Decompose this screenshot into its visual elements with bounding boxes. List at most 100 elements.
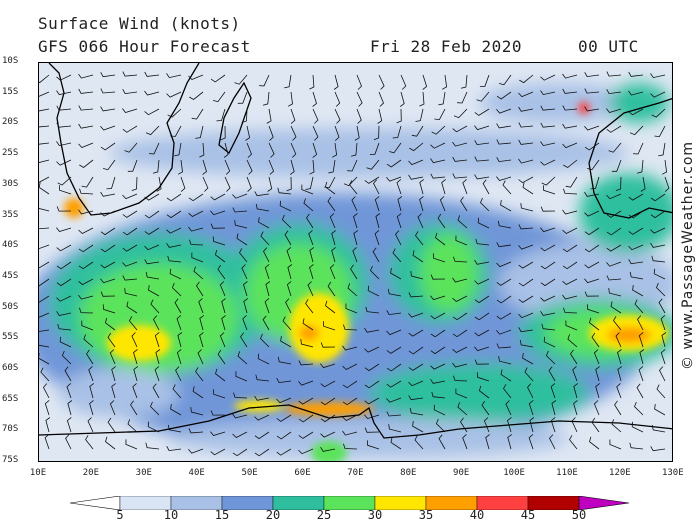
wind-barb — [122, 193, 138, 200]
wind-barb — [474, 125, 490, 131]
wind-barb — [474, 312, 490, 321]
wind-barb — [475, 238, 490, 246]
wind-barb — [131, 332, 138, 348]
wind-barb — [224, 176, 231, 192]
wind-barb — [392, 248, 402, 263]
wind-barb — [78, 278, 94, 286]
wind-barb — [548, 366, 556, 382]
wind-barb — [476, 91, 490, 102]
wind-barb — [144, 193, 160, 201]
latitude-label: 25S — [2, 148, 19, 159]
wind-barb — [518, 224, 534, 230]
wind-barb — [342, 345, 358, 351]
wind-barb — [496, 343, 512, 349]
wind-barb — [629, 271, 644, 280]
wind-barb — [87, 417, 94, 433]
wind-barb — [257, 353, 270, 365]
wind-barb — [170, 125, 182, 137]
wind-barb — [396, 179, 402, 195]
wind-barb — [79, 159, 94, 168]
wind-barb — [329, 264, 336, 280]
wind-barb — [485, 434, 490, 450]
wind-barb — [524, 367, 534, 382]
wind-barb — [122, 108, 138, 113]
wind-barb — [172, 384, 182, 399]
wind-barb — [166, 91, 182, 98]
wind-barb — [100, 125, 116, 131]
wind-barb — [653, 268, 666, 280]
wind-barb — [56, 74, 72, 81]
wind-barb — [570, 349, 578, 365]
legend-label: 25 — [316, 508, 332, 522]
wind-barb — [320, 446, 336, 452]
wind-barb — [438, 91, 446, 106]
wind-barb — [320, 414, 336, 423]
wind-barb — [462, 179, 468, 195]
wind-barb — [254, 395, 270, 401]
wind-barb — [127, 159, 138, 172]
wind-barb — [320, 380, 336, 388]
wind-barb — [320, 431, 336, 438]
wind-barb — [540, 141, 556, 147]
wind-barb — [584, 244, 600, 253]
wind-barb — [474, 329, 490, 337]
wind-barb — [628, 259, 644, 265]
wind-barb — [100, 291, 116, 297]
wind-barb — [144, 210, 160, 219]
wind-barb — [584, 125, 600, 131]
wind-barb — [305, 299, 314, 314]
wind-barb — [589, 436, 600, 450]
wind-barb — [584, 291, 600, 297]
wind-barb — [518, 106, 534, 112]
wind-barb — [474, 346, 490, 352]
wind-barb — [100, 88, 116, 94]
wind-barb — [396, 108, 402, 124]
wind-barb — [434, 108, 446, 121]
wind-barb — [217, 349, 226, 365]
wind-barb — [56, 311, 72, 316]
wind-barb — [190, 406, 204, 416]
wind-barb — [175, 366, 182, 382]
wind-barb — [356, 108, 362, 124]
wind-barb — [277, 356, 292, 365]
wind-barb — [417, 213, 424, 229]
wind-barb — [631, 421, 644, 433]
longitude-label: 100E — [503, 468, 525, 478]
wind-barb — [389, 142, 402, 154]
wind-barb — [452, 141, 468, 147]
wind-barb — [199, 142, 205, 158]
madagascar-coast — [218, 81, 252, 155]
wind-barb — [312, 91, 317, 107]
wind-barb — [328, 159, 336, 174]
wind-barb — [606, 193, 622, 200]
wind-barb — [518, 312, 534, 319]
longitude-label: 70E — [347, 468, 364, 478]
wind-barb — [217, 264, 226, 280]
wind-barb — [132, 383, 138, 399]
wind-barb — [435, 418, 446, 433]
longitude-label: 10E — [29, 468, 47, 478]
wind-barb — [367, 285, 380, 297]
wind-barb — [634, 401, 644, 416]
wind-barb — [242, 315, 248, 331]
wind-barb — [353, 213, 358, 229]
wind-barb — [221, 315, 226, 331]
wind-barb — [638, 332, 644, 348]
wind-barb — [39, 329, 50, 332]
wind-barb — [608, 142, 622, 153]
wind-barb — [453, 256, 468, 263]
wind-barb — [409, 142, 424, 152]
wind-barb — [439, 196, 446, 212]
wind-barb — [306, 213, 314, 229]
wind-barb — [364, 380, 380, 389]
wind-barb — [435, 232, 446, 246]
wind-barb — [89, 383, 95, 399]
wind-barb — [386, 329, 402, 336]
wind-barb — [243, 281, 248, 297]
legend-arrow-high — [578, 496, 630, 510]
wind-barb — [332, 142, 338, 158]
wind-barb — [452, 295, 468, 302]
wind-barb — [213, 389, 226, 399]
wind-barb — [56, 141, 72, 147]
wind-barb — [265, 281, 271, 297]
